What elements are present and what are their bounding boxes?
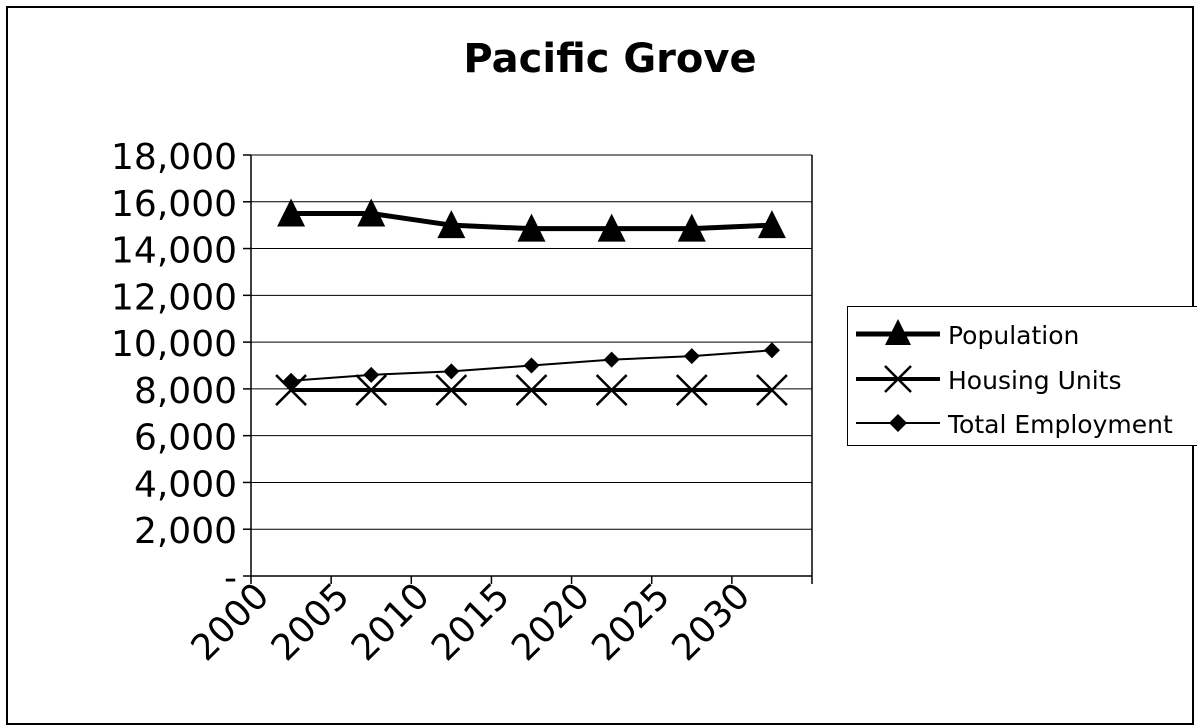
data-point-x [595, 374, 628, 406]
data-point-triangle [437, 210, 466, 239]
x-tick-label: 2015 [424, 575, 518, 669]
data-point-x [675, 374, 708, 406]
data-point-diamond [603, 351, 620, 368]
legend-label: Population [948, 321, 1080, 350]
y-tick-label: 14,000 [111, 231, 237, 272]
data-point-diamond [683, 348, 700, 365]
data-point-diamond [763, 342, 780, 359]
data-point-triangle [597, 213, 626, 242]
x-marker-stroke [515, 374, 548, 406]
data-point-x [355, 374, 388, 406]
x-tick-label: 2005 [264, 575, 358, 669]
data-point-diamond [523, 357, 540, 374]
data-point-x [756, 374, 788, 406]
data-point-diamond [283, 372, 300, 389]
y-tick-label: - [224, 558, 237, 599]
y-tick-label: 18,000 [111, 137, 237, 178]
x-tick-label: 2010 [344, 575, 438, 669]
data-point-diamond [363, 366, 380, 383]
chart-legend: Population Housing Units Total Employmen… [847, 306, 1197, 446]
x-marker-stroke [675, 374, 708, 406]
x-tick-label: 2020 [504, 575, 598, 669]
y-tick-label: 8,000 [134, 371, 237, 412]
x-marker-icon [856, 365, 940, 393]
data-point-triangle [757, 210, 786, 239]
data-point-triangle [357, 198, 386, 227]
legend-label: Housing Units [948, 366, 1122, 395]
data-point-triangle [277, 198, 306, 227]
data-point-triangle [677, 213, 706, 242]
x-marker-stroke [435, 374, 468, 406]
x-tick-label: 2025 [584, 575, 678, 669]
data-point-diamond [443, 363, 460, 380]
triangle-marker-icon [856, 319, 940, 345]
data-point-triangle [517, 213, 546, 242]
diamond-marker-icon [856, 414, 940, 432]
y-tick-label: 4,000 [134, 464, 237, 505]
x-tick-label: 2030 [664, 575, 758, 669]
y-tick-label: 12,000 [111, 277, 237, 318]
data-point-x [435, 374, 468, 406]
chart-title: Pacific Grove [463, 36, 757, 82]
legend-item-total-employment: Total Employment [848, 400, 1197, 444]
legend-label: Total Employment [948, 410, 1173, 439]
legend-item-population: Population [848, 311, 1197, 355]
x-marker-stroke [355, 374, 388, 406]
data-point-x [515, 374, 548, 406]
legend-item-housing-units: Housing Units [848, 356, 1197, 400]
x-marker-stroke [756, 374, 788, 406]
x-marker-stroke [595, 374, 628, 406]
y-tick-label: 16,000 [111, 184, 237, 225]
y-tick-label: 10,000 [111, 324, 237, 365]
y-tick-label: 2,000 [134, 511, 237, 552]
y-tick-label: 6,000 [134, 418, 237, 459]
